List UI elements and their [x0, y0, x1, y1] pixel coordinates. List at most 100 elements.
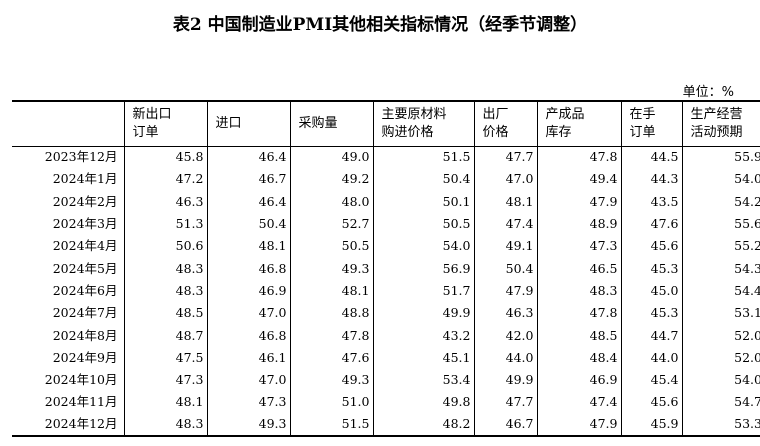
column-header: 生产经营 活动预期 — [681, 100, 760, 147]
table-cell: 45.3 — [620, 257, 682, 280]
table-cell: 51.5 — [372, 146, 474, 169]
table-cell: 46.5 — [536, 257, 621, 280]
table-cell: 54.3 — [681, 257, 760, 280]
table-cell: 56.9 — [372, 257, 474, 280]
table-cell: 48.3 — [123, 257, 207, 280]
table-row: 2024年4月 50.6 48.1 50.5 54.0 49.1 47.3 45.6 55.2 — [12, 235, 760, 258]
header-month — [12, 100, 124, 147]
table-cell: 48.1 — [206, 235, 290, 258]
table-cell: 44.3 — [620, 168, 682, 191]
table-row: 2024年7月 48.5 47.0 48.8 49.9 46.3 47.8 45.3 53.1 — [12, 302, 760, 325]
row-month: 2024年7月 — [52, 305, 118, 321]
table-cell: 48.0 — [289, 190, 373, 213]
table-cell: 48.1 — [123, 391, 207, 414]
table-row: 2024年3月 51.3 50.4 52.7 50.5 47.4 48.9 47.6 55.6 — [12, 212, 760, 236]
table-cell: 46.4 — [206, 190, 290, 213]
table-cell: 48.3 — [123, 279, 207, 303]
table-cell: 45.8 — [123, 146, 207, 169]
table-cell: 47.6 — [289, 346, 373, 369]
table-cell: 48.4 — [536, 346, 621, 369]
table-header-row: 新出口 订单 进口 采购量 主要原材料 购进价格 出厂 价格 产成品 库存 在手 订单 生产经… — [12, 100, 760, 147]
table-cell: 48.7 — [123, 324, 207, 347]
table-cell: 48.8 — [289, 302, 373, 325]
table-cell: 47.9 — [536, 413, 621, 437]
table-cell: 45.9 — [620, 413, 682, 437]
table-cell: 48.3 — [123, 413, 207, 437]
row-month: 2024年2月 — [52, 193, 118, 209]
table-cell: 49.9 — [473, 368, 537, 392]
column-header: 采购量 — [289, 100, 373, 147]
table-cell: 47.7 — [473, 146, 537, 169]
table-cell: 51.5 — [289, 413, 373, 437]
table-row: 2024年1月 47.2 46.7 49.2 50.4 47.0 49.4 44.3 54.0 — [12, 168, 760, 191]
table-cell: 45.4 — [620, 368, 682, 392]
table-cell: 47.9 — [536, 190, 621, 213]
pmi-indicators-table: 新出口 订单 进口 采购量 主要原材料 购进价格 出厂 价格 产成品 库存 在手 订单 生产经… — [12, 100, 760, 437]
table-cell: 53.4 — [372, 368, 474, 392]
column-header: 主要原材料 购进价格 — [372, 100, 474, 147]
table-cell: 48.3 — [536, 279, 621, 303]
table-cell: 55.9 — [681, 146, 760, 169]
table-cell: 45.0 — [620, 279, 682, 303]
table-cell: 54.0 — [681, 168, 760, 191]
table-cell: 55.6 — [681, 212, 760, 236]
table-cell: 47.9 — [473, 279, 537, 303]
table-cell: 50.6 — [123, 235, 207, 258]
table-cell: 45.6 — [620, 391, 682, 414]
table-cell: 49.9 — [372, 302, 474, 325]
table-cell: 48.2 — [372, 413, 474, 437]
table-cell: 54.2 — [681, 190, 760, 213]
column-header: 产成品 库存 — [536, 100, 621, 147]
unit-label: 单位：% — [682, 85, 734, 100]
row-month: 2024年12月 — [12, 413, 124, 437]
table-cell: 47.8 — [289, 324, 373, 347]
table-cell: 52.7 — [289, 212, 373, 236]
table-title: 表2 中国制造业PMI其他相关指标情况（经季节调整） — [172, 15, 588, 35]
table-cell: 49.4 — [536, 168, 621, 191]
column-header: 出厂 价格 — [473, 100, 537, 147]
table-cell: 51.3 — [123, 212, 207, 236]
table-row: 2023年12月 45.8 46.4 49.0 51.5 47.7 47.8 44.5 55.9 — [12, 146, 760, 169]
row-month: 2024年8月 — [52, 327, 118, 343]
row-month: 2024年10月 — [44, 372, 118, 388]
table-body: 2023年12月 45.8 46.4 49.0 51.5 47.7 47.8 44.5 55.9… — [12, 146, 760, 437]
table-cell: 48.5 — [536, 324, 621, 347]
table-cell: 46.8 — [206, 324, 290, 347]
table-cell: 43.2 — [372, 324, 474, 347]
row-month: 2023年12月 — [44, 149, 118, 165]
table-cell: 47.2 — [123, 168, 207, 191]
table-cell: 46.7 — [206, 168, 290, 191]
table-cell: 47.0 — [206, 368, 290, 392]
table-cell: 48.1 — [289, 279, 373, 303]
table-cell: 50.5 — [372, 212, 474, 236]
row-month: 2024年9月 — [52, 349, 118, 365]
table-cell: 45.3 — [620, 302, 682, 325]
table-cell: 49.3 — [289, 257, 373, 280]
table-cell: 47.3 — [123, 368, 207, 392]
table-cell: 47.8 — [536, 146, 621, 169]
table-cell: 44.5 — [620, 146, 682, 169]
table-cell: 49.1 — [473, 235, 537, 258]
row-month: 2024年3月 — [52, 216, 118, 232]
table-cell: 50.4 — [372, 168, 474, 191]
column-header: 新出口 订单 — [123, 100, 207, 147]
table-cell: 44.7 — [620, 324, 682, 347]
table-cell: 47.7 — [473, 391, 537, 414]
table-row: 2024年9月 47.5 46.1 47.6 45.1 44.0 48.4 44.0 52.0 — [12, 346, 760, 369]
table-cell: 50.1 — [372, 190, 474, 213]
table-cell: 47.0 — [206, 302, 290, 325]
table-row: 2024年12月 48.3 49.3 51.5 48.2 46.7 47.9 45.9 53.3 — [12, 413, 760, 437]
table-cell: 48.9 — [536, 212, 621, 236]
table-cell: 47.8 — [536, 302, 621, 325]
column-header: 在手 订单 — [620, 100, 682, 147]
row-month: 2024年5月 — [52, 260, 118, 276]
table-row: 2024年2月 46.3 46.4 48.0 50.1 48.1 47.9 43.5 54.2 — [12, 190, 760, 213]
table-cell: 47.6 — [620, 212, 682, 236]
row-month: 2024年4月 — [52, 238, 118, 254]
table-cell: 46.1 — [206, 346, 290, 369]
table-cell: 46.4 — [206, 146, 290, 169]
table-cell: 46.3 — [123, 190, 207, 213]
table-cell: 51.7 — [372, 279, 474, 303]
column-header: 进口 — [206, 100, 290, 147]
table-cell: 50.4 — [473, 257, 537, 280]
